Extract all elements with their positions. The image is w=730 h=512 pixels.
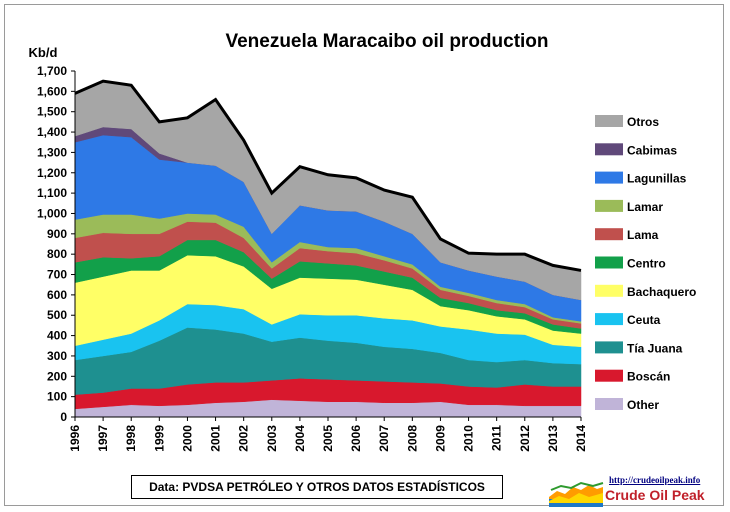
legend-label-lama: Lama	[627, 228, 659, 242]
legend-label-lamar: Lamar	[627, 200, 663, 214]
y-tick-label: 300	[47, 349, 67, 363]
y-tick-label: 1,500	[37, 105, 67, 119]
legend-swatch-other	[595, 398, 623, 410]
y-tick-label: 800	[47, 247, 67, 261]
y-tick-label: 200	[47, 369, 67, 383]
chart-frame: Venezuela Maracaibo oil production Kb/d …	[4, 4, 725, 509]
x-tick-label: 2009	[433, 425, 447, 452]
logo-url-link[interactable]: http://crudeoilpeak.info	[609, 475, 701, 485]
crude-oil-peak-logo[interactable]: http://crudeoilpeak.info Crude Oil Peak	[549, 475, 725, 509]
legend-label-ceuta: Ceuta	[627, 313, 661, 327]
legend-label-centro: Centro	[627, 257, 666, 271]
y-tick-label: 0	[60, 410, 67, 424]
x-tick-label: 2000	[180, 425, 194, 452]
legend-swatch-lamar	[595, 199, 623, 212]
x-tick-label: 2001	[209, 425, 223, 452]
total-line-group	[74, 79, 582, 272]
chart-title: Venezuela Maracaibo oil production	[225, 31, 548, 52]
legend-swatch-lama	[595, 228, 623, 241]
x-tick-label: 1998	[124, 425, 138, 452]
total-production-line	[74, 79, 582, 272]
legend-swatch-ceuta	[595, 313, 623, 326]
x-tick-label: 2012	[518, 425, 532, 452]
x-tick-label: 1999	[152, 425, 166, 452]
legend-swatch-centro	[595, 256, 623, 269]
x-tick-label: 2014	[574, 425, 588, 452]
x-tick-label: 2006	[349, 425, 363, 452]
y-tick-label: 1,300	[37, 145, 67, 159]
x-tick-label: 1996	[68, 425, 82, 452]
y-ticks-group: 0 100 200 300 400 500 600 700 800 900 1,000 1,100 1,…	[37, 64, 75, 424]
legend-swatch-tia-juana	[595, 341, 623, 354]
x-tick-label: 1997	[96, 425, 110, 452]
data-source-note: Data: PVDSA PETRÓLEO Y OTROS DATOS ESTAD…	[131, 475, 503, 499]
legend-swatch-boscan	[595, 369, 623, 382]
x-tick-label: 2011	[490, 425, 504, 451]
y-tick-label: 100	[47, 390, 67, 404]
legend-label-tia-juana: Tía Juana	[627, 341, 683, 355]
y-tick-label: 400	[47, 329, 67, 343]
x-tick-label: 2003	[265, 425, 279, 452]
x-tick-label: 2004	[293, 425, 307, 452]
x-tick-label: 2002	[237, 425, 251, 452]
areas-group	[74, 80, 582, 418]
logo-chart-icon	[549, 481, 604, 507]
y-axis-unit-label: Kb/d	[29, 45, 58, 60]
legend-label-bachaquero: Bachaquero	[627, 285, 696, 299]
y-tick-label: 1,200	[37, 166, 67, 180]
legend-swatch-bachaquero	[595, 284, 623, 297]
y-tick-label: 1,000	[37, 206, 67, 220]
legend-label-cabimas: Cabimas	[627, 143, 677, 157]
y-tick-label: 1,700	[37, 64, 67, 78]
legend-swatch-cabimas	[595, 143, 623, 156]
x-ticks-group: 1996 1997 1998 1999 2000 2001 2002 2003 2004 2005…	[68, 417, 588, 452]
y-tick-label: 700	[47, 268, 67, 282]
legend-label-boscan: Boscán	[627, 370, 670, 384]
x-tick-label: 2013	[546, 425, 560, 452]
x-tick-label: 2010	[462, 425, 476, 452]
logo-name: Crude Oil Peak	[605, 487, 705, 503]
y-tick-label: 1,100	[37, 186, 67, 200]
x-tick-label: 2005	[321, 425, 335, 452]
y-tick-label: 1,400	[37, 125, 67, 139]
x-tick-label: 2008	[405, 425, 419, 452]
legend-label-lagunillas: Lagunillas	[627, 172, 687, 186]
y-tick-label: 1,600	[37, 84, 67, 98]
stacked-area-chart: Venezuela Maracaibo oil production Kb/d …	[29, 31, 697, 452]
legend-label-otros: Otros	[627, 115, 659, 129]
y-tick-label: 500	[47, 308, 67, 322]
legend-swatch-otros	[595, 115, 623, 127]
x-tick-label: 2007	[377, 425, 391, 452]
legend-swatch-lagunillas	[595, 171, 623, 184]
y-tick-label: 600	[47, 288, 67, 302]
y-tick-label: 900	[47, 227, 67, 241]
legend: Otros Cabimas Lagunillas Lamar Lama Centro Bac…	[595, 115, 696, 412]
legend-label-other: Other	[627, 398, 659, 412]
